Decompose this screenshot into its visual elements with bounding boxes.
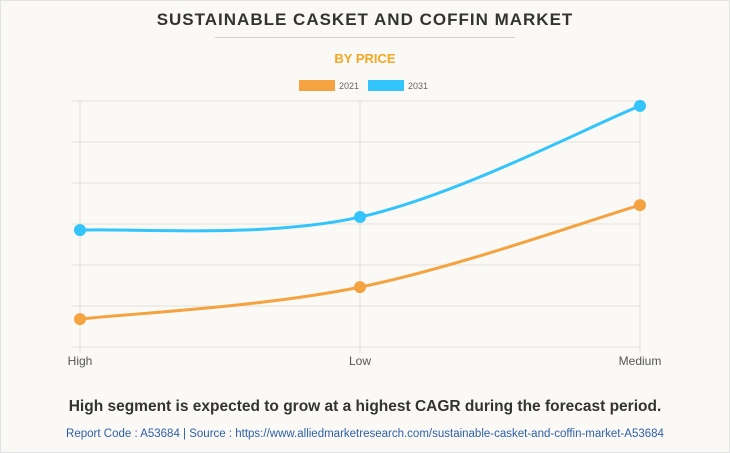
- legend-label-2021: 2021: [338, 80, 359, 91]
- title-divider: [215, 37, 515, 38]
- legend: 2021 2031: [0, 80, 730, 91]
- chart-caption: High segment is expected to grow at a hi…: [68, 398, 662, 415]
- chart-subtitle: BY PRICE: [334, 51, 396, 66]
- source-line[interactable]: Report Code : A53684 | Source : https://…: [66, 428, 664, 440]
- legend-item-2031[interactable]: 2031: [368, 80, 428, 91]
- data-point-2021-medium: [634, 199, 646, 212]
- x-tick-label-low: Low: [349, 354, 371, 368]
- legend-item-2021[interactable]: 2021: [298, 80, 359, 91]
- legend-swatch-2021: [298, 80, 335, 91]
- data-point-2031-low: [354, 211, 366, 224]
- legend-label-2031: 2031: [408, 80, 429, 91]
- data-point-2021-high: [74, 313, 86, 326]
- chart-title: SUSTAINABLE CASKET AND COFFIN MARKET: [156, 10, 574, 29]
- x-tick-label-medium: Medium: [619, 354, 662, 368]
- x-tick-label-high: High: [68, 354, 93, 368]
- data-point-2031-medium: [634, 99, 646, 112]
- data-point-2021-low: [354, 281, 366, 294]
- data-point-2031-high: [74, 224, 86, 237]
- legend-swatch-2031: [368, 80, 404, 91]
